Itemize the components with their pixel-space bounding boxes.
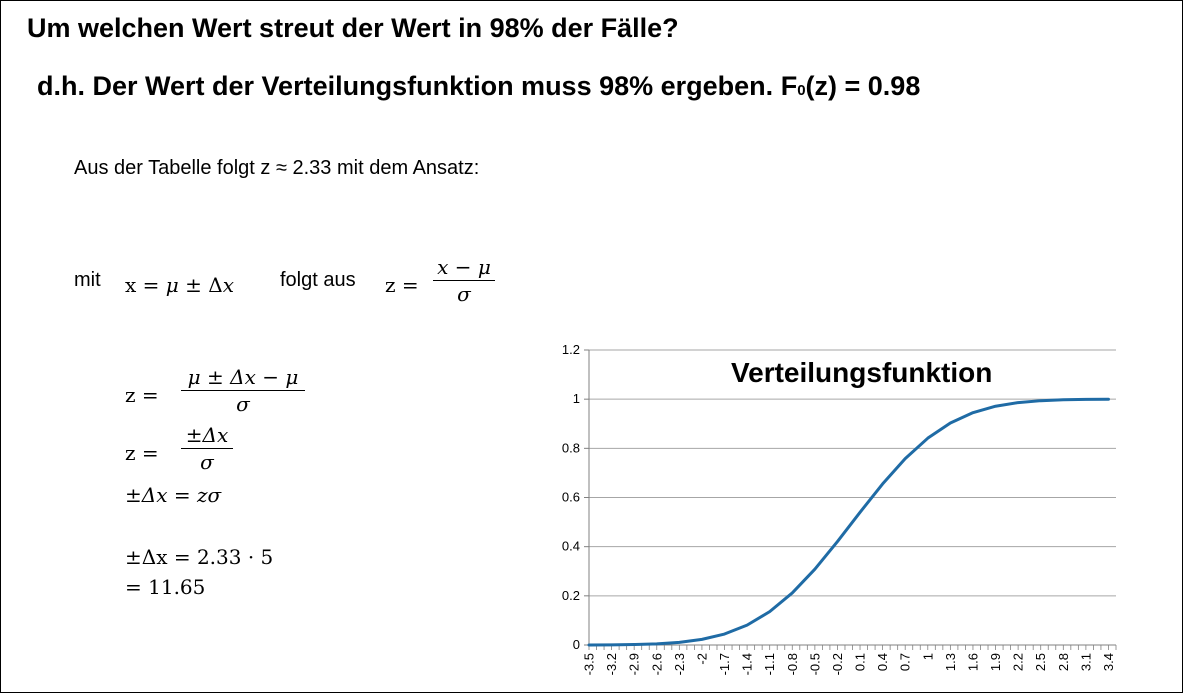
x-tick-label: -0.5	[807, 653, 822, 675]
x-tick-label: 2.2	[1011, 653, 1026, 671]
x-tick-label: -1.7	[717, 653, 732, 675]
chart-gridlines	[584, 349, 1116, 646]
eq1-lhs: z =	[125, 383, 159, 407]
series-line-verteilungsfunktion	[587, 397, 1110, 647]
y-tick-label: 1	[573, 391, 580, 406]
x-expression: x = μ ± Δx	[125, 273, 234, 297]
eq1-denominator: σ	[236, 392, 250, 416]
eq2-lhs: z =	[125, 441, 159, 465]
x-tick-label: 1	[920, 653, 935, 660]
eq2-denominator: σ	[200, 450, 214, 474]
y-tick-label: 0.4	[562, 539, 580, 554]
x-tick-label: 1.6	[965, 653, 980, 671]
y-tick-label: 0	[573, 637, 580, 652]
subtitle-f-subscript: 0	[797, 82, 806, 99]
mit-label: mit	[74, 269, 101, 291]
x-tick-label: 1.3	[943, 653, 958, 671]
chart-x-ticks: -3.5 -3.2 -2.9 -2.6 -2.3 -2 -1.7 -1.4 -1.1 -0.8 -0…	[582, 653, 1116, 675]
x-tick-label: -0.8	[785, 653, 800, 675]
x-tick-label: -3.2	[604, 653, 619, 675]
x-tick-label: -1.4	[740, 653, 755, 675]
y-tick-label: 0.2	[562, 588, 580, 603]
eq5: = 11.65	[125, 575, 206, 599]
tabelle-text: Aus der Tabelle folgt z ≈ 2.33 mit dem A…	[74, 157, 480, 179]
y-tick-label: 0.6	[562, 490, 580, 505]
mit-line: mit	[74, 269, 101, 292]
subtitle-f-letter: F	[780, 71, 798, 101]
x-tick-label: -2.9	[627, 653, 642, 675]
x-tick-label: -3.5	[582, 653, 597, 675]
z-fraction-numerator: x − μ	[433, 255, 495, 281]
x-tick-label: -2.6	[649, 653, 664, 675]
eq2-numerator: ±Δx	[181, 423, 233, 449]
eq3: ±Δx = zσ	[125, 483, 222, 507]
x-tick-label: 0.1	[853, 653, 868, 671]
slide-subtitle: d.h. Der Wert der Verteilungsfunktion mu…	[37, 71, 920, 102]
x-expression-pm: ± Δ	[178, 273, 223, 297]
x-tick-label: 0.7	[898, 653, 913, 671]
y-tick-label: 1.2	[562, 342, 580, 357]
x-tick-label: 1.9	[988, 653, 1003, 671]
x-tick-label: 3.1	[1078, 653, 1093, 671]
x-tick-label: 2.5	[1033, 653, 1048, 671]
chart-x-minor-ticks	[588, 645, 1117, 650]
x-tick-label: -1.1	[762, 653, 777, 675]
z-fraction: x − μ σ	[433, 255, 495, 306]
x-tick-label: 3.4	[1101, 653, 1116, 671]
eq1-fraction: μ ± Δx − μ σ	[181, 365, 305, 416]
x-tick-label: -2	[694, 653, 709, 665]
x-tick-label: -2.3	[672, 653, 687, 675]
subtitle-main: d.h. Der Wert der Verteilungsfunktion mu…	[37, 71, 781, 101]
verteilungsfunktion-chart: 0 0.2 0.4 0.6 0.8 1 1.2 -3.5 -3.2 -2.9 -2.6 -2.3 -2…	[562, 342, 1117, 675]
x-expression-x: x	[222, 273, 234, 297]
z-fraction-denominator: σ	[457, 282, 471, 306]
z-lhs-1: z =	[385, 273, 419, 297]
folgt-aus-label: folgt aus	[280, 269, 356, 291]
chart-title: Verteilungsfunktion	[731, 357, 992, 388]
chart-y-ticks: 0 0.2 0.4 0.6 0.8 1 1.2	[562, 342, 580, 652]
x-tick-label: 2.8	[1056, 653, 1071, 671]
eq1-numerator: μ ± Δx − μ	[181, 365, 305, 391]
eq4: ±Δx = 2.33 · 5	[125, 545, 274, 569]
x-tick-label: -0.2	[830, 653, 845, 675]
x-expression-lead: x =	[125, 273, 166, 297]
x-tick-label: 0.4	[875, 653, 890, 671]
subtitle-f-tail: (z) = 0.98	[805, 71, 921, 101]
slide-title: Um welchen Wert streut der Wert in 98% d…	[27, 13, 679, 43]
y-tick-label: 0.8	[562, 440, 580, 455]
x-expression-mu: μ	[165, 273, 179, 297]
eq2-fraction: ±Δx σ	[181, 423, 233, 474]
